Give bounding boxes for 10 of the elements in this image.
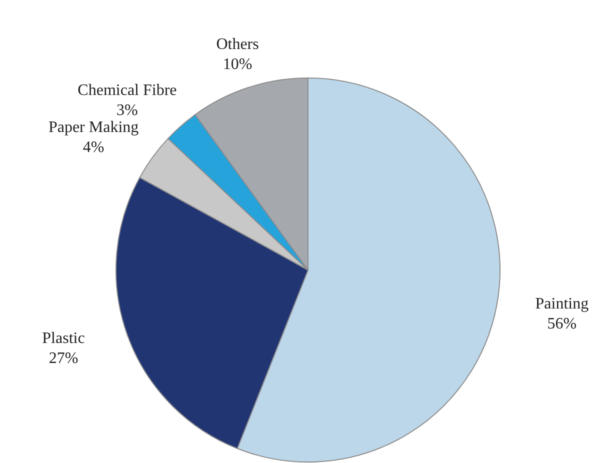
data-label: 56%	[547, 316, 577, 333]
slice-label: Others	[216, 36, 259, 54]
data-label: 4%	[82, 138, 104, 156]
data-label: 27%	[48, 350, 78, 368]
slice-label: Painting	[535, 296, 589, 313]
slice-label: Paper Making	[48, 118, 139, 136]
slice-label: Plastic	[42, 330, 85, 348]
slice-label: Chemical Fibre	[78, 82, 177, 99]
data-label: 3%	[116, 102, 138, 119]
data-label: 10%	[222, 56, 252, 74]
